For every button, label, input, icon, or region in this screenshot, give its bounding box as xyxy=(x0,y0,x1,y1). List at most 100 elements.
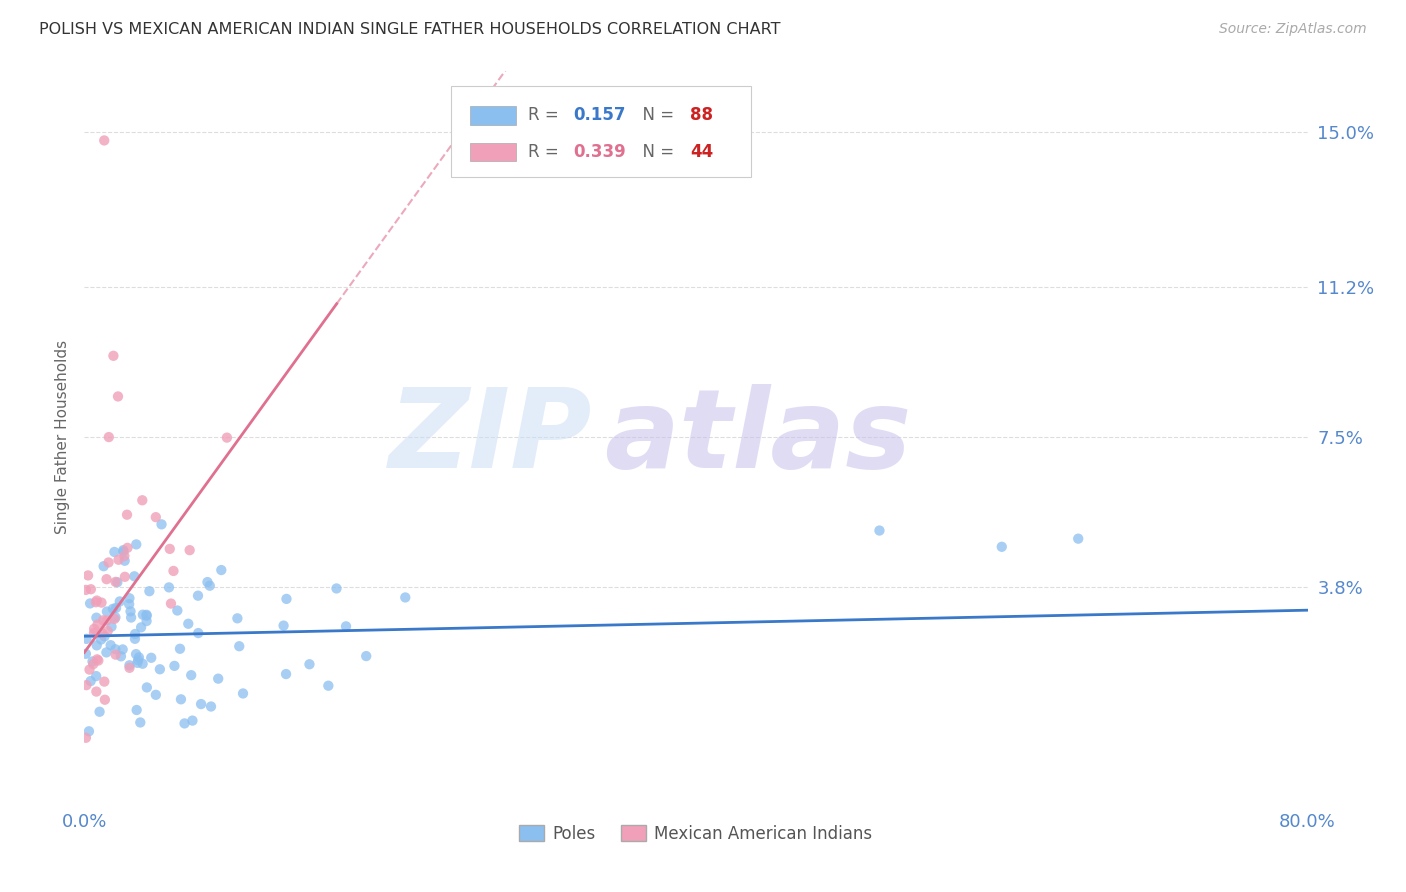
Point xyxy=(75,647,97,661)
Point xyxy=(209,563,232,577)
Point xyxy=(138,584,160,599)
Point xyxy=(90,632,112,647)
Point xyxy=(103,349,125,363)
Point xyxy=(159,541,181,556)
Text: atlas: atlas xyxy=(605,384,911,491)
Point xyxy=(120,604,142,618)
Point xyxy=(232,686,254,700)
Text: R =: R = xyxy=(529,106,564,124)
Point xyxy=(93,674,115,689)
Point xyxy=(157,580,180,594)
Point xyxy=(120,610,142,624)
Point xyxy=(335,619,357,633)
Text: 88: 88 xyxy=(690,106,713,124)
Point xyxy=(110,649,132,664)
Point xyxy=(112,543,135,558)
Point xyxy=(93,133,115,147)
Point xyxy=(96,605,118,619)
Point xyxy=(318,679,340,693)
Point xyxy=(82,655,104,669)
Point xyxy=(325,582,347,596)
Text: ZIP: ZIP xyxy=(388,384,592,491)
Point xyxy=(135,681,157,695)
Point xyxy=(107,553,129,567)
Point xyxy=(86,684,108,698)
Point xyxy=(100,638,122,652)
Point xyxy=(125,537,148,551)
Point xyxy=(118,591,141,606)
Point xyxy=(1067,532,1090,546)
Point xyxy=(86,593,108,607)
Point xyxy=(90,596,112,610)
Point xyxy=(145,688,167,702)
Point xyxy=(177,616,200,631)
Point xyxy=(104,610,127,624)
Point xyxy=(86,610,108,624)
Point xyxy=(104,642,127,657)
Point xyxy=(79,596,101,610)
Point xyxy=(108,594,131,608)
Point xyxy=(215,431,238,445)
Point xyxy=(180,668,202,682)
Point xyxy=(394,591,416,605)
Point xyxy=(125,703,148,717)
Point xyxy=(124,627,146,641)
Point xyxy=(135,607,157,622)
Point xyxy=(77,724,100,739)
FancyBboxPatch shape xyxy=(451,86,751,178)
Point xyxy=(93,629,115,643)
Point xyxy=(112,544,135,558)
Point xyxy=(124,632,146,646)
Point xyxy=(274,667,297,681)
Point xyxy=(104,574,127,589)
FancyBboxPatch shape xyxy=(470,106,516,125)
Point xyxy=(131,657,153,671)
Text: 0.339: 0.339 xyxy=(574,143,627,161)
Point xyxy=(135,608,157,623)
Point xyxy=(83,622,105,636)
Point xyxy=(124,569,146,583)
Point xyxy=(197,575,219,590)
Point xyxy=(129,715,152,730)
Point xyxy=(80,582,103,597)
Point xyxy=(118,597,141,611)
Point xyxy=(117,541,139,555)
Point xyxy=(101,602,124,616)
Point xyxy=(75,582,97,597)
Point xyxy=(141,650,163,665)
Point xyxy=(97,624,120,638)
Point xyxy=(991,540,1014,554)
Point xyxy=(128,650,150,665)
Point xyxy=(94,692,117,706)
Point xyxy=(173,716,195,731)
FancyBboxPatch shape xyxy=(470,143,516,161)
Point xyxy=(75,678,97,692)
Point xyxy=(179,543,201,558)
Point xyxy=(190,697,212,711)
Text: N =: N = xyxy=(633,143,679,161)
Point xyxy=(107,389,129,403)
Point xyxy=(276,591,298,606)
Point xyxy=(89,705,111,719)
Point xyxy=(84,669,107,683)
Point xyxy=(75,731,97,745)
Point xyxy=(228,639,250,653)
Point xyxy=(162,564,184,578)
Point xyxy=(91,613,114,627)
Point xyxy=(160,597,183,611)
Point xyxy=(115,508,138,522)
Text: N =: N = xyxy=(633,106,679,124)
Point xyxy=(187,589,209,603)
Point xyxy=(181,714,204,728)
Point xyxy=(170,692,193,706)
Text: POLISH VS MEXICAN AMERICAN INDIAN SINGLE FATHER HOUSEHOLDS CORRELATION CHART: POLISH VS MEXICAN AMERICAN INDIAN SINGLE… xyxy=(39,22,780,37)
Point xyxy=(127,656,149,670)
Point xyxy=(354,649,377,664)
Text: Source: ZipAtlas.com: Source: ZipAtlas.com xyxy=(1219,22,1367,37)
Point xyxy=(226,611,249,625)
Point xyxy=(77,568,100,582)
Point xyxy=(132,607,155,622)
Point xyxy=(79,674,101,689)
Point xyxy=(112,549,135,563)
Point xyxy=(79,663,101,677)
